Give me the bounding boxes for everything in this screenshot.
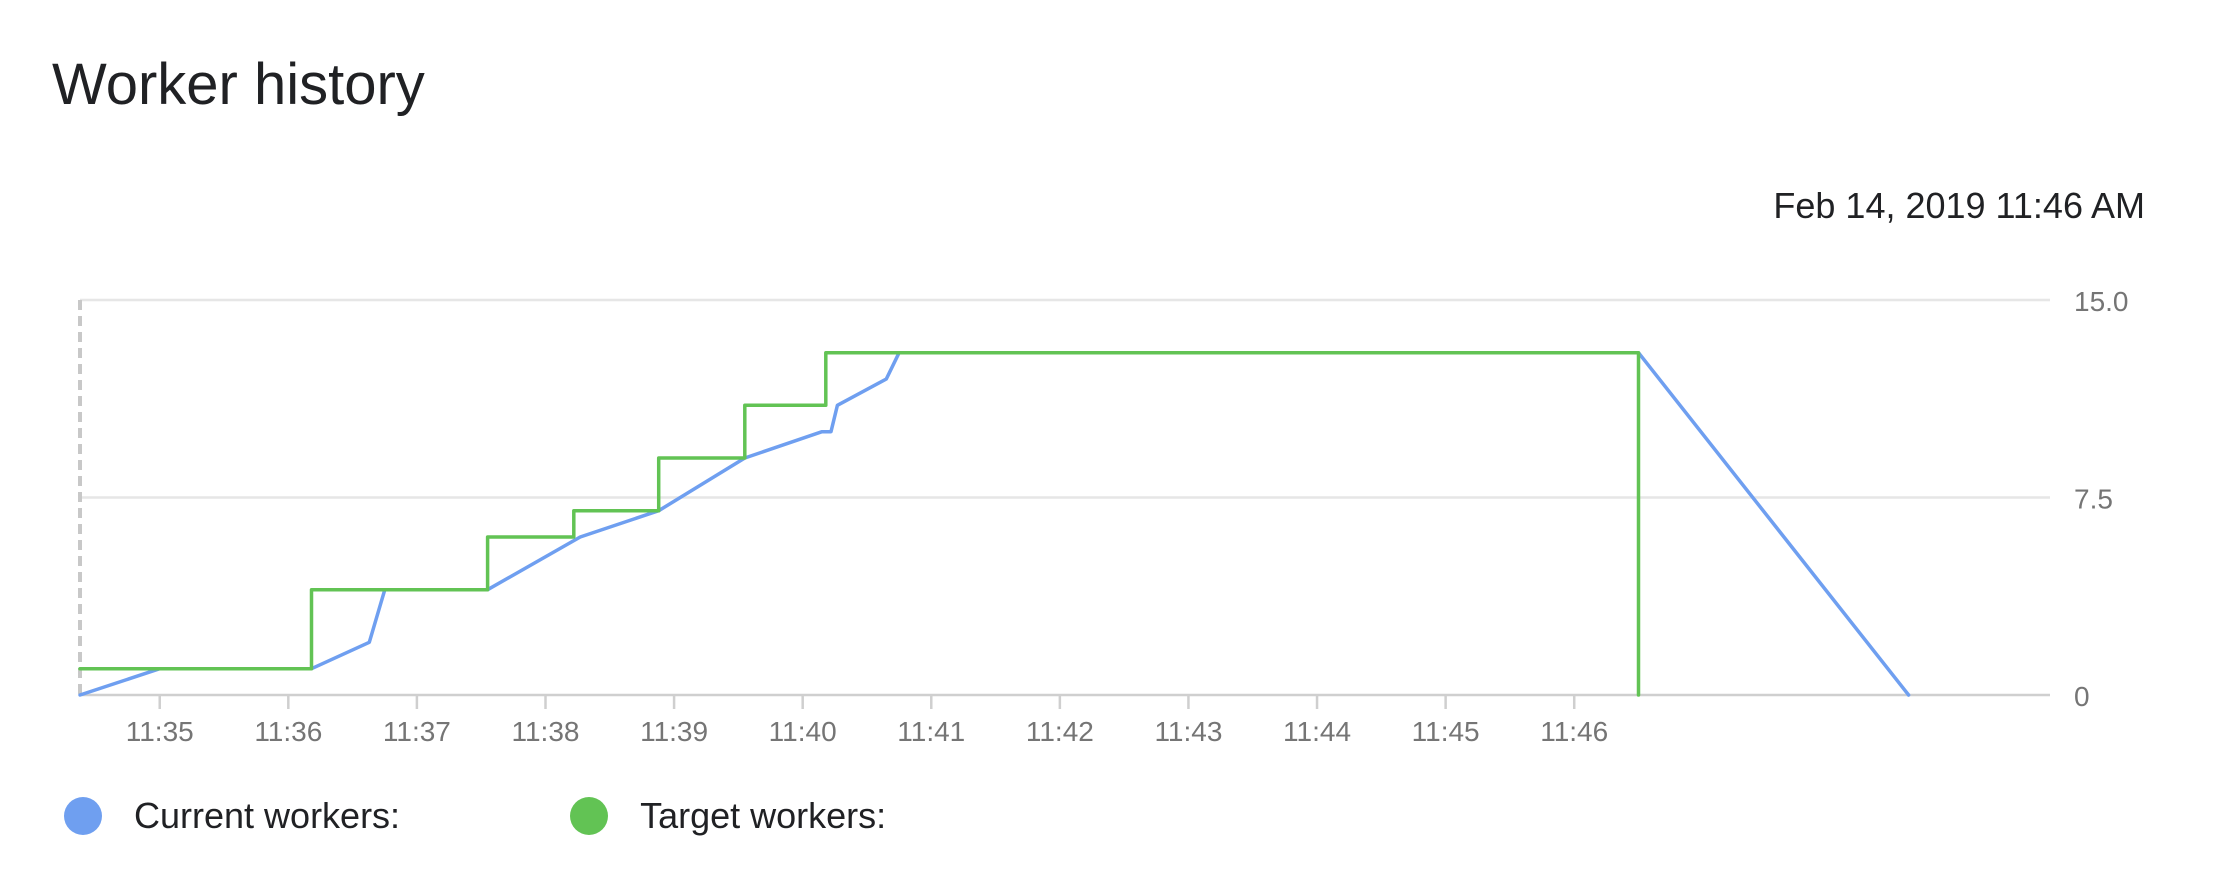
x-tick-label: 11:37 xyxy=(383,716,451,747)
x-tick-label: 11:45 xyxy=(1412,716,1480,747)
x-tick-label: 11:43 xyxy=(1154,716,1222,747)
x-tick-label: 11:42 xyxy=(1026,716,1094,747)
x-tick-label: 11:46 xyxy=(1540,716,1608,747)
chart-timestamp: Feb 14, 2019 11:46 AM xyxy=(1773,185,2145,226)
chart-legend: Current workers: Target workers: xyxy=(64,795,1056,837)
x-tick-label: 11:44 xyxy=(1283,716,1351,747)
legend-item-target-workers: Target workers: xyxy=(570,795,886,837)
x-tick-label: 11:40 xyxy=(769,716,837,747)
legend-label-target-workers: Target workers: xyxy=(640,795,887,836)
x-tick-label: 11:39 xyxy=(640,716,708,747)
y-tick-label: 15.0 xyxy=(2074,286,2129,317)
x-tick-label: 11:38 xyxy=(511,716,579,747)
target-workers-line xyxy=(78,350,1641,697)
current-workers-dot-icon xyxy=(64,797,102,835)
y-tick-label: 0 xyxy=(2074,681,2090,712)
x-tick-label: 11:41 xyxy=(897,716,965,747)
x-tick-label: 11:36 xyxy=(254,716,322,747)
x-tick-label: 11:35 xyxy=(126,716,194,747)
page-title: Worker history xyxy=(52,52,425,117)
y-tick-label: 7.5 xyxy=(2074,484,2113,515)
legend-item-current-workers: Current workers: xyxy=(64,795,400,837)
target-workers-dot-icon xyxy=(570,797,609,835)
current-workers-line xyxy=(78,350,1911,697)
legend-label-current-workers: Current workers: xyxy=(134,795,401,836)
